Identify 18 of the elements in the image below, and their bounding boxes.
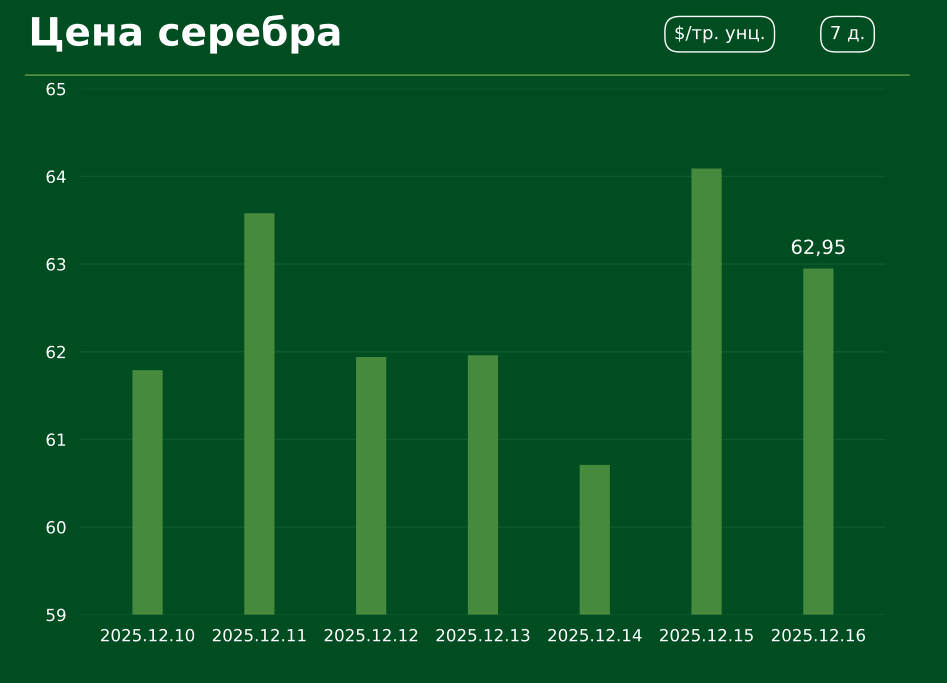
y-tick-label: 63 — [46, 258, 66, 271]
x-tick-label: 2025.12.15 — [660, 628, 753, 642]
text: $/тр. унц. — [675, 25, 764, 43]
x-tick-label: 2025.12.10 — [101, 628, 194, 642]
y-tick-label: 64 — [46, 170, 66, 184]
y-tick-label: 59 — [46, 608, 66, 622]
text: 7 д. — [831, 26, 864, 42]
y-tick-label: 60 — [46, 521, 66, 534]
chart-title: Цена серебра — [32, 14, 340, 54]
data-label: 62,95 — [792, 239, 844, 256]
y-tick-label: 61 — [46, 433, 66, 446]
y-tick-label: 65 — [46, 82, 66, 96]
y-tick-label: 62 — [46, 346, 65, 358]
x-tick-label: 2025.12.14 — [548, 628, 642, 642]
x-tick-label: 2025.12.13 — [436, 628, 530, 642]
x-tick-label: 2025.12.12 — [324, 628, 418, 642]
x-tick-label: 2025.12.16 — [772, 628, 866, 642]
x-tick-label: 2025.12.11 — [212, 628, 306, 642]
